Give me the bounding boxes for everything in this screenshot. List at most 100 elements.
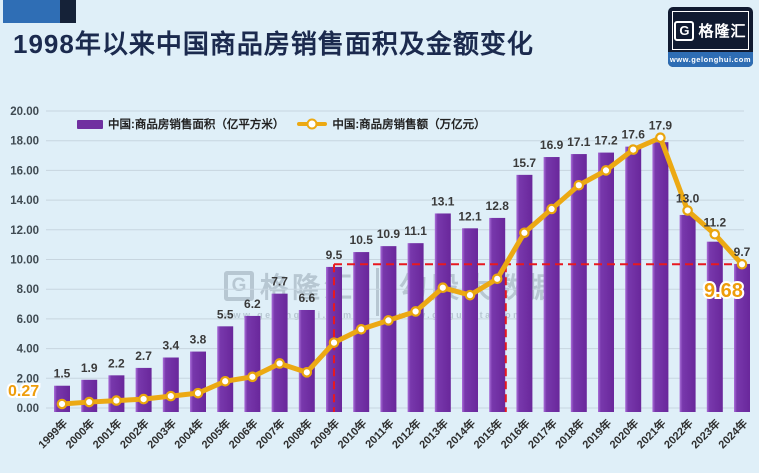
- bar-value-label: 17.1: [567, 135, 591, 149]
- header-accent-blue: [3, 0, 60, 23]
- x-axis-tick: 2020年: [606, 416, 641, 451]
- bar-2007年: [271, 293, 288, 412]
- bar-2014年: [462, 228, 478, 412]
- x-axis-tick: 2010年: [334, 416, 369, 451]
- x-axis-tick: 2021年: [634, 416, 669, 451]
- bar-2002年: [135, 367, 152, 412]
- line-marker-icon: [306, 118, 318, 130]
- x-axis-tick: 2019年: [579, 416, 614, 451]
- line-marker-2021年: [655, 132, 666, 144]
- line-marker-2014年: [464, 289, 476, 301]
- x-axis-tick: 2000年: [62, 416, 97, 451]
- bar-value-label: 13.1: [431, 194, 455, 208]
- bar-value-label: 9.5: [326, 248, 343, 262]
- bar-value-label: 2.7: [135, 349, 152, 363]
- line-marker-2002年: [138, 393, 149, 405]
- bar-value-label: 11.1: [404, 224, 427, 238]
- x-axis-tick: 2006年: [226, 416, 261, 451]
- line-marker-2010年: [355, 323, 367, 335]
- y-axis-tick: 18.00: [10, 136, 39, 148]
- y-axis-tick: 6.00: [17, 314, 39, 326]
- y-axis-tick: 14.00: [10, 195, 39, 207]
- bar-value-label: 10.9: [377, 227, 401, 241]
- line-marker-2019年: [600, 165, 612, 176]
- bar-value-label: 7.7: [271, 275, 288, 289]
- x-axis-tick: 2012年: [389, 416, 424, 451]
- line-marker-2000年: [83, 396, 95, 408]
- bar-2015年: [489, 217, 506, 412]
- x-axis-tick: 2003年: [144, 416, 179, 451]
- x-axis-tick: 2009年: [307, 416, 342, 451]
- x-axis-tick: 2007年: [253, 416, 288, 451]
- bar-value-label: 12.8: [486, 199, 510, 213]
- line-marker-2018年: [573, 179, 585, 191]
- bar-value-label: 2.2: [108, 356, 125, 370]
- bar-2023年: [706, 241, 723, 412]
- bar-2013年: [434, 213, 451, 412]
- y-axis-tick: 20.00: [10, 106, 39, 118]
- watermark-g-icon: G: [224, 271, 254, 301]
- bar-value-label: 17.6: [622, 128, 646, 142]
- bar-2021年: [652, 142, 669, 412]
- x-axis-tick: 2008年: [280, 416, 315, 451]
- line-marker-2023年: [709, 228, 721, 240]
- x-axis-tick: 2005年: [198, 416, 233, 451]
- line-marker-2004年: [192, 387, 204, 399]
- bar-2012年: [407, 243, 424, 412]
- x-axis-tick: 2022年: [661, 416, 696, 451]
- bar-value-label: 12.1: [458, 209, 482, 223]
- bar-2020年: [625, 146, 642, 412]
- y-axis-tick: 16.00: [10, 165, 39, 177]
- bar-2011年: [380, 246, 397, 412]
- x-axis-tick: 2013年: [416, 416, 451, 451]
- line-marker-2011年: [383, 315, 394, 326]
- bar-value-label: 3.4: [162, 339, 179, 353]
- legend-item-sales-amount: 中国:商品房销售额（万亿元）: [297, 116, 486, 132]
- logo-name: 格隆汇: [698, 23, 747, 40]
- bar-value-label: 6.2: [244, 297, 261, 311]
- line-marker-2017年: [546, 203, 557, 215]
- bar-2003年: [162, 357, 179, 412]
- y-axis-tick: 4.00: [17, 344, 39, 356]
- x-axis-tick: 2018年: [552, 416, 587, 451]
- x-axis-tick: 2016年: [498, 416, 533, 451]
- line-marker-2015年: [491, 273, 503, 285]
- line-marker-1999年: [56, 398, 68, 410]
- line-marker-2007年: [274, 358, 285, 369]
- bar-2001年: [108, 375, 125, 412]
- brand-logo: G 格隆汇 www.gelonghui.com: [668, 7, 753, 67]
- bar-value-label: 13.0: [676, 191, 700, 205]
- watermark-right-url: www.gogudata.com: [399, 310, 524, 320]
- bar-2019年: [598, 152, 614, 412]
- logo-url: www.gelonghui.com: [668, 52, 753, 67]
- line-marker-2005年: [219, 375, 231, 387]
- bar-value-label: 17.2: [594, 134, 618, 148]
- y-axis-tick: 12.00: [10, 225, 39, 237]
- y-axis-tick: 8.00: [17, 284, 39, 296]
- bar-value-label: 11.2: [703, 215, 726, 229]
- chart-legend: 中国:商品房销售面积（亿平方米） 中国:商品房销售额（万亿元）: [77, 116, 486, 132]
- bar-2018年: [570, 154, 587, 412]
- bar-value-label: 5.5: [217, 307, 234, 321]
- bar-value-label: 1.5: [54, 367, 71, 381]
- bar-2024年: [734, 263, 750, 412]
- bar-value-label: 16.9: [540, 138, 564, 152]
- bar-series-swatch: [77, 119, 103, 129]
- x-axis-tick: 2014年: [443, 416, 478, 451]
- watermark-divider: [376, 268, 380, 316]
- line-first-value-label: 0.27: [8, 383, 39, 400]
- bar-2008年: [298, 309, 315, 412]
- line-marker-2003年: [165, 390, 177, 402]
- bar-value-label: 3.8: [190, 333, 207, 347]
- y-axis-tick: 10.00: [10, 255, 39, 267]
- bar-value-label: 17.9: [649, 119, 673, 133]
- y-axis-tick: 2.00: [17, 373, 39, 385]
- bar-2006年: [244, 315, 261, 412]
- x-axis-tick: 2004年: [171, 416, 206, 451]
- line-marker-2012年: [410, 306, 421, 317]
- bar-value-label: 10.5: [350, 233, 374, 247]
- x-axis-tick: 2002年: [117, 416, 152, 451]
- legend-item-sales-area: 中国:商品房销售面积（亿平方米）: [77, 116, 284, 132]
- y-axis-tick: 0.00: [17, 403, 39, 415]
- x-axis-tick: 1999年: [35, 416, 70, 451]
